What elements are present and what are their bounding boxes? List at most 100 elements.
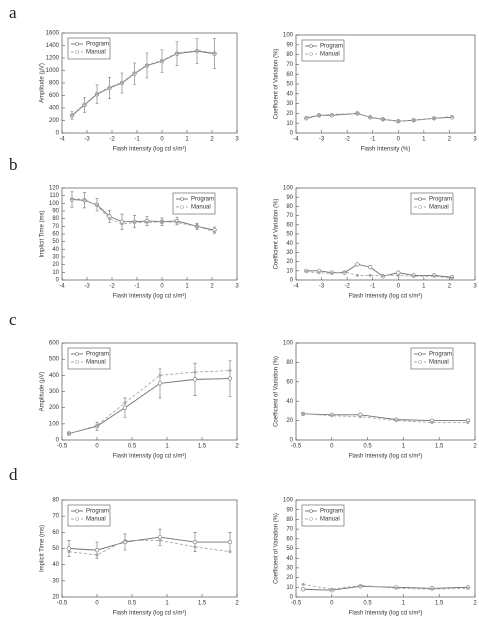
series-line	[71, 50, 215, 116]
data-point	[396, 119, 400, 123]
data-point	[213, 51, 217, 55]
data-point	[301, 582, 305, 586]
y-tick-label: 50	[286, 82, 293, 88]
y-tick-label: 0	[290, 131, 294, 137]
y-tick-label: 50	[52, 546, 59, 552]
x-tick-label: 1	[165, 601, 169, 607]
y-axis-label: Coefficient of Variation (%)	[274, 199, 280, 270]
data-point	[368, 115, 372, 119]
y-tick-label: 80	[286, 517, 293, 523]
legend-marker	[180, 197, 184, 201]
y-tick-label: 60	[286, 379, 293, 385]
data-point	[83, 198, 87, 202]
y-tick-label: 90	[286, 42, 293, 48]
y-tick-label: 40	[286, 241, 293, 247]
data-point	[330, 112, 334, 116]
y-tick-label: 1600	[46, 31, 60, 37]
x-tick-label: 2	[473, 601, 477, 607]
x-tick-label: 2	[448, 284, 452, 290]
legend-marker	[309, 509, 313, 513]
x-tick-label: 0.5	[363, 601, 372, 607]
y-tick-label: 200	[49, 118, 60, 124]
series-line	[303, 583, 468, 590]
y-tick-label: 400	[49, 106, 60, 112]
x-tick-label: 0	[330, 601, 334, 607]
y-tick-label: 80	[286, 52, 293, 58]
y-tick-label: 20	[286, 111, 293, 117]
y-tick-label: 100	[283, 498, 294, 504]
plot-frame	[295, 342, 476, 441]
y-tick-label: 90	[52, 209, 59, 215]
series-line	[306, 263, 453, 278]
x-tick-label: -2	[344, 284, 350, 290]
x-tick-label: -3	[319, 284, 325, 290]
y-tick-label: 0	[56, 438, 60, 444]
x-tick-label: -4	[59, 137, 65, 143]
series-line	[303, 413, 468, 423]
x-tick-label: 3	[473, 284, 477, 290]
data-point	[343, 270, 347, 274]
data-point	[394, 586, 398, 590]
data-point	[192, 539, 198, 545]
data-point	[368, 273, 372, 277]
data-point	[381, 117, 385, 121]
series-line	[303, 413, 468, 422]
x-tick-label: 2	[448, 137, 452, 143]
data-point	[430, 587, 434, 591]
legend-marker	[309, 44, 313, 48]
data-point	[396, 273, 400, 277]
chart: -0.5 0 0.5 1 1.5 2 20 30 40 50 60 70 80 Flash Intensi…	[40, 498, 240, 617]
series-line	[68, 539, 231, 556]
legend-marker	[75, 42, 79, 46]
x-tick-label: 1	[165, 444, 169, 450]
y-tick-label: 10	[52, 270, 59, 276]
data-point	[120, 80, 124, 84]
data-point	[355, 111, 359, 115]
x-tick-label: 1	[402, 601, 406, 607]
y-tick-label: 600	[49, 341, 60, 347]
x-tick-label: -1	[134, 284, 140, 290]
legend-marker	[180, 205, 184, 209]
y-tick-label: 400	[49, 373, 60, 379]
x-tick-label: -2	[109, 137, 115, 143]
y-tick-label: 10	[286, 121, 293, 127]
data-point	[330, 414, 334, 418]
y-tick-label: 800	[49, 81, 60, 87]
y-tick-label: 60	[286, 222, 293, 228]
legend-marker	[75, 352, 79, 356]
data-point	[301, 587, 306, 592]
x-tick-label: -4	[293, 137, 299, 143]
x-tick-label: 0	[330, 444, 334, 450]
x-tick-label: 0	[160, 284, 164, 290]
data-point	[145, 63, 149, 67]
data-point	[358, 583, 362, 587]
x-axis-label: Flash Intensity (log cd s/m²)	[349, 294, 423, 300]
x-tick-label: 1	[422, 284, 426, 290]
data-point	[193, 545, 197, 549]
x-tick-label: 1.5	[198, 444, 207, 450]
data-point	[430, 421, 434, 425]
y-tick-label: 100	[283, 186, 294, 192]
data-point	[70, 197, 74, 201]
y-tick-label: 20	[286, 575, 293, 581]
x-tick-label: 0.5	[128, 601, 137, 607]
series-line	[306, 271, 453, 279]
data-point	[95, 553, 99, 557]
x-tick-label: 1.5	[198, 601, 207, 607]
data-point	[160, 58, 164, 62]
legend-marker	[75, 360, 79, 364]
y-tick-label: 50	[286, 546, 293, 552]
legend-marker	[309, 52, 313, 56]
y-tick-label: 10	[286, 585, 293, 591]
legend-marker	[75, 517, 79, 521]
x-tick-label: -1	[370, 284, 376, 290]
data-point	[358, 415, 362, 419]
legend-label: Program	[86, 509, 109, 515]
data-point	[368, 265, 373, 270]
data-point	[355, 273, 359, 277]
y-tick-label: 40	[52, 562, 59, 568]
y-tick-label: 100	[49, 421, 60, 427]
